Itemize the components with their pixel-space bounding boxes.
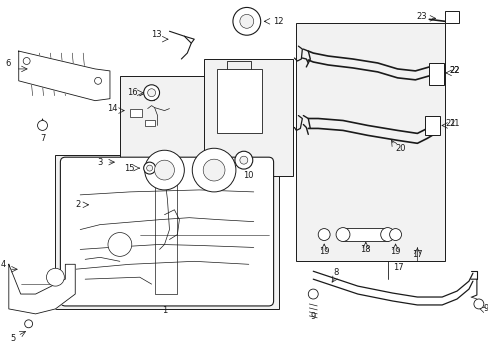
Circle shape [240, 156, 247, 164]
FancyBboxPatch shape [60, 157, 273, 306]
Circle shape [335, 228, 349, 242]
Bar [296, 23, 444, 261]
Circle shape [154, 160, 174, 180]
Text: 21: 21 [444, 119, 455, 128]
Circle shape [192, 148, 235, 192]
Text: 17: 17 [411, 250, 422, 259]
Circle shape [46, 268, 64, 286]
Circle shape [143, 162, 155, 174]
Circle shape [473, 299, 483, 309]
Text: 19: 19 [318, 247, 329, 256]
Bar [342, 228, 387, 242]
Text: 4: 4 [0, 260, 6, 269]
Text: 18: 18 [360, 245, 370, 254]
Text: 14: 14 [107, 104, 118, 113]
Circle shape [94, 77, 102, 84]
Circle shape [108, 233, 131, 256]
Circle shape [232, 8, 260, 35]
Bar [425, 116, 439, 135]
Text: 6: 6 [5, 59, 11, 68]
Polygon shape [9, 264, 75, 314]
Circle shape [234, 151, 252, 169]
Bar [55, 155, 278, 309]
Circle shape [144, 150, 184, 190]
Bar [428, 63, 443, 85]
Circle shape [146, 165, 152, 171]
Circle shape [23, 58, 30, 64]
Circle shape [147, 89, 155, 97]
Circle shape [318, 229, 329, 240]
Text: 9: 9 [310, 312, 315, 321]
Text: 1: 1 [162, 306, 167, 315]
Circle shape [240, 14, 253, 28]
Text: 7: 7 [40, 134, 45, 143]
Bar [129, 109, 142, 117]
Circle shape [389, 229, 401, 240]
Circle shape [203, 159, 224, 181]
Text: 9: 9 [483, 305, 488, 314]
Text: 13: 13 [151, 30, 161, 39]
Text: 19: 19 [389, 247, 400, 256]
Text: 8: 8 [333, 268, 338, 277]
Text: 11: 11 [220, 161, 230, 170]
Circle shape [307, 289, 318, 299]
Bar [444, 12, 458, 23]
Bar [144, 121, 154, 126]
Bar [120, 76, 219, 180]
Text: 23: 23 [416, 12, 427, 21]
Text: 2: 2 [75, 200, 80, 209]
Bar [204, 59, 293, 176]
Polygon shape [19, 51, 110, 101]
Text: 17: 17 [392, 263, 403, 272]
Text: 22: 22 [448, 66, 459, 75]
Text: 20: 20 [395, 144, 405, 153]
Text: 3: 3 [98, 158, 103, 167]
Text: 12: 12 [273, 17, 284, 26]
Text: 21: 21 [448, 119, 459, 128]
Text: 5: 5 [11, 334, 16, 343]
Circle shape [38, 121, 47, 130]
Bar [217, 69, 261, 134]
Text: 10: 10 [243, 171, 254, 180]
Circle shape [24, 320, 33, 328]
Circle shape [380, 228, 394, 242]
Text: 16: 16 [127, 88, 138, 97]
Text: 15: 15 [124, 163, 135, 172]
Circle shape [143, 85, 159, 101]
Text: 22: 22 [448, 66, 459, 75]
